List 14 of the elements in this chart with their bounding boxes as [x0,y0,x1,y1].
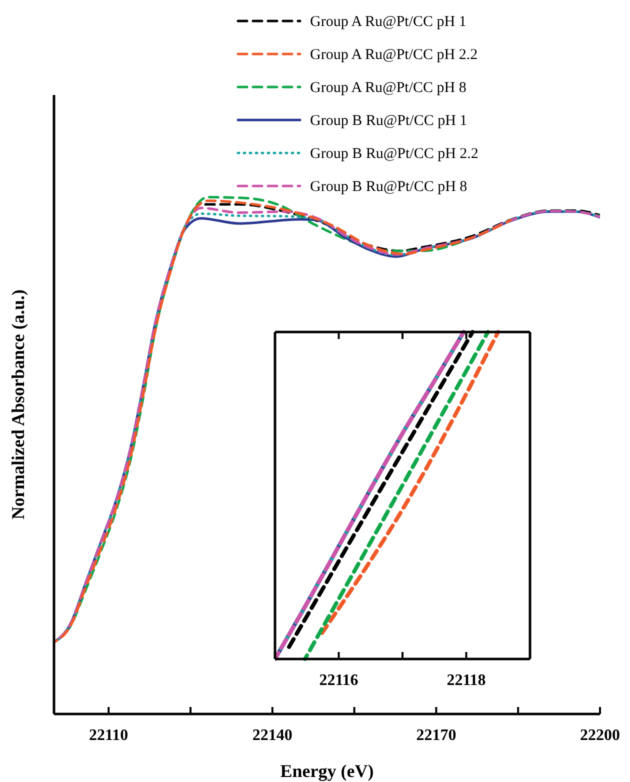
y-axis-title: Normalized Absorbance (a.u.) [8,290,28,520]
legend-label: Group B Ru@Pt/CC pH 2.2 [310,146,478,162]
x-tick-label: 22200 [580,727,620,744]
x-tick-label: 22170 [416,727,456,744]
legend-label: Group A Ru@Pt/CC pH 1 [310,14,466,30]
x-tick-label: 22116 [319,672,358,689]
legend-label: Group B Ru@Pt/CC pH 1 [310,113,468,129]
legend-label: Group B Ru@Pt/CC pH 8 [310,179,468,195]
x-tick-label: 22140 [252,727,292,744]
x-tick-label: 22118 [446,672,486,689]
x-tick-label: 22110 [89,727,128,744]
legend-label: Group A Ru@Pt/CC pH 2.2 [310,47,478,63]
legend-label: Group A Ru@Pt/CC pH 8 [310,80,466,96]
x-axis-title: Energy (eV) [280,761,374,781]
